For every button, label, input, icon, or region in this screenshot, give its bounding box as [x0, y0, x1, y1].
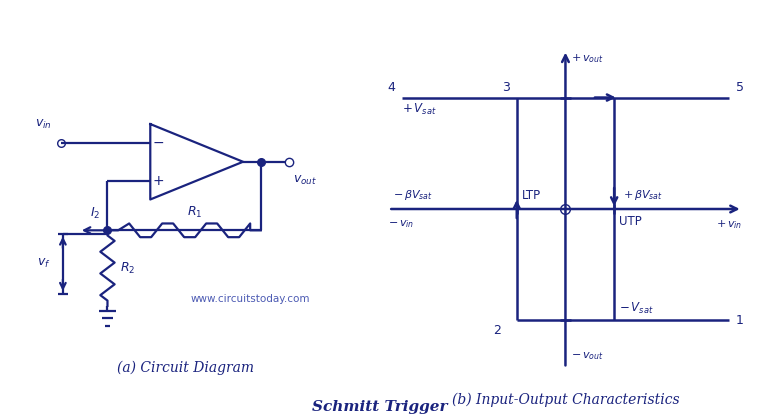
Text: $R_1$: $R_1$	[187, 205, 203, 220]
Text: 3: 3	[502, 81, 510, 94]
Text: $+\,v_{out}$: $+\,v_{out}$	[571, 52, 603, 64]
Text: (b) Input-Output Characteristics: (b) Input-Output Characteristics	[452, 392, 679, 407]
Text: 1: 1	[736, 314, 744, 327]
Text: 2: 2	[493, 324, 501, 337]
Text: $-\,v_{out}$: $-\,v_{out}$	[571, 350, 603, 362]
Text: $v_{in}$: $v_{in}$	[35, 118, 52, 131]
Text: $+\,V_{sat}$: $+\,V_{sat}$	[402, 102, 436, 117]
Text: UTP: UTP	[619, 215, 642, 228]
Text: +: +	[153, 173, 164, 188]
Text: $-\,v_{in}$: $-\,v_{in}$	[389, 218, 414, 229]
Text: $+\,\beta V_{sat}$: $+\,\beta V_{sat}$	[623, 188, 663, 202]
Text: $-\,\beta V_{sat}$: $-\,\beta V_{sat}$	[393, 188, 433, 202]
Text: $v_f$: $v_f$	[37, 257, 50, 270]
Text: 4: 4	[387, 81, 395, 94]
Text: $R_2$: $R_2$	[120, 260, 135, 275]
Text: www.circuitstoday.com: www.circuitstoday.com	[191, 294, 310, 304]
Text: $+\,v_{in}$: $+\,v_{in}$	[716, 218, 742, 231]
Text: LTP: LTP	[522, 189, 541, 202]
Text: $I_2$: $I_2$	[90, 206, 100, 221]
Text: $v_{out}$: $v_{out}$	[293, 174, 317, 187]
Text: 5: 5	[736, 81, 744, 94]
Text: $-\,V_{sat}$: $-\,V_{sat}$	[619, 301, 653, 316]
Text: (a) Circuit Diagram: (a) Circuit Diagram	[118, 360, 254, 375]
Text: Schmitt Trigger: Schmitt Trigger	[312, 400, 447, 414]
Text: −: −	[153, 136, 164, 150]
